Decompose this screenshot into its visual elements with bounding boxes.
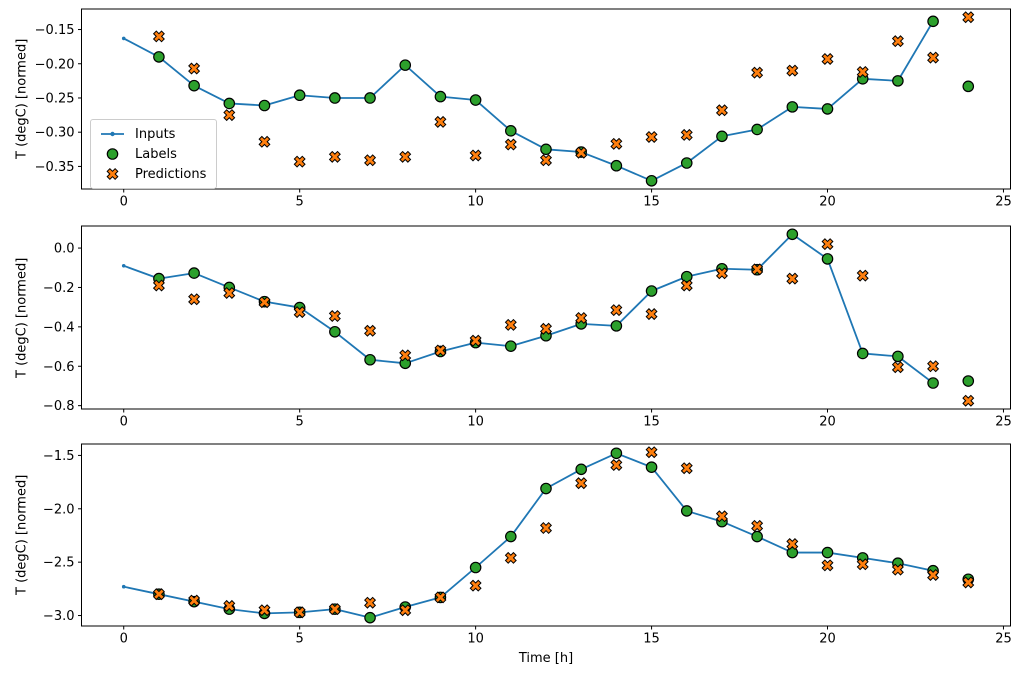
svg-text:−2.0: −2.0: [43, 502, 75, 517]
svg-text:−3.0: −3.0: [43, 609, 75, 624]
svg-text:−0.8: −0.8: [43, 399, 75, 414]
svg-text:25: 25: [995, 195, 1012, 210]
x-axis-label: Time [h]: [518, 651, 574, 666]
svg-text:10: 10: [467, 632, 484, 647]
predictions-points: [152, 446, 975, 619]
legend-entry-inputs: Inputs: [99, 126, 206, 142]
legend-entry-predictions: Predictions: [99, 166, 206, 182]
svg-text:−0.20: −0.20: [35, 57, 75, 72]
svg-text:5: 5: [296, 632, 304, 647]
svg-text:10: 10: [467, 195, 484, 210]
legend-label-predictions: Predictions: [135, 166, 207, 182]
subplot-top: 0 5 10 15 20 25 −0.15 −0.20 −0.25 −0.30 −0.35: [35, 8, 1012, 210]
predictions-points: [152, 11, 975, 168]
svg-text:0: 0: [120, 415, 128, 430]
axes-frame: [81, 8, 1011, 190]
svg-text:20: 20: [819, 415, 836, 430]
svg-text:15: 15: [643, 632, 660, 647]
axis-ticks: 0 5 10 15 20 25 −1.5 −2.0 −2.5 −3.0: [43, 449, 1012, 647]
svg-text:20: 20: [819, 195, 836, 210]
legend-label-inputs: Inputs: [135, 126, 176, 142]
svg-text:−0.6: −0.6: [43, 360, 75, 375]
svg-text:15: 15: [643, 415, 660, 430]
svg-text:5: 5: [296, 415, 304, 430]
labels-points: [153, 15, 975, 187]
svg-text:−1.5: −1.5: [43, 449, 75, 464]
axis-ticks: 0 5 10 15 20 25 0.0 −0.2 −0.4 −0.6 −0.8: [43, 242, 1012, 430]
svg-text:−0.25: −0.25: [35, 91, 75, 106]
inputs-line: [123, 233, 934, 384]
svg-text:−0.2: −0.2: [43, 281, 75, 296]
inputs-line: [123, 20, 934, 182]
svg-text:25: 25: [995, 632, 1012, 647]
predictions-points: [152, 238, 975, 407]
axes-frame: [81, 225, 1011, 410]
legend: Inputs Labels Predictions: [90, 119, 218, 189]
axes-frame: [81, 443, 1011, 627]
svg-text:−0.4: −0.4: [43, 320, 75, 335]
svg-text:20: 20: [819, 632, 836, 647]
svg-text:25: 25: [995, 415, 1012, 430]
line-marker-icon: [101, 131, 124, 137]
svg-text:0: 0: [120, 632, 128, 647]
svg-text:−0.15: −0.15: [35, 23, 75, 38]
y-axis-label-middle: T (degC) [normed]: [14, 257, 30, 378]
circle-marker-icon: [106, 148, 119, 160]
subplot-middle: 0 5 10 15 20 25 0.0 −0.2 −0.4 −0.6 −0.8: [43, 225, 1012, 430]
svg-text:0: 0: [120, 195, 128, 210]
legend-label-labels: Labels: [135, 146, 177, 162]
legend-entry-labels: Labels: [99, 146, 206, 162]
subplot-bottom: 0 5 10 15 20 25 −1.5 −2.0 −2.5 −3.0: [43, 443, 1012, 647]
axis-ticks: 0 5 10 15 20 25 −0.15 −0.20 −0.25 −0.30 −0.35: [35, 23, 1012, 209]
svg-text:15: 15: [643, 195, 660, 210]
svg-text:−0.35: −0.35: [35, 160, 75, 175]
svg-text:−2.5: −2.5: [43, 556, 75, 571]
labels-points: [153, 447, 975, 624]
svg-text:5: 5: [296, 195, 304, 210]
svg-text:0.0: 0.0: [54, 242, 75, 257]
labels-points: [153, 228, 975, 389]
y-axis-label-top: T (degC) [normed]: [14, 38, 30, 160]
inputs-line: [123, 452, 934, 619]
x-marker-icon: [106, 167, 119, 181]
svg-text:−0.30: −0.30: [35, 126, 75, 141]
svg-text:10: 10: [467, 415, 484, 430]
y-axis-label-bottom: T (degC) [normed]: [14, 474, 30, 596]
